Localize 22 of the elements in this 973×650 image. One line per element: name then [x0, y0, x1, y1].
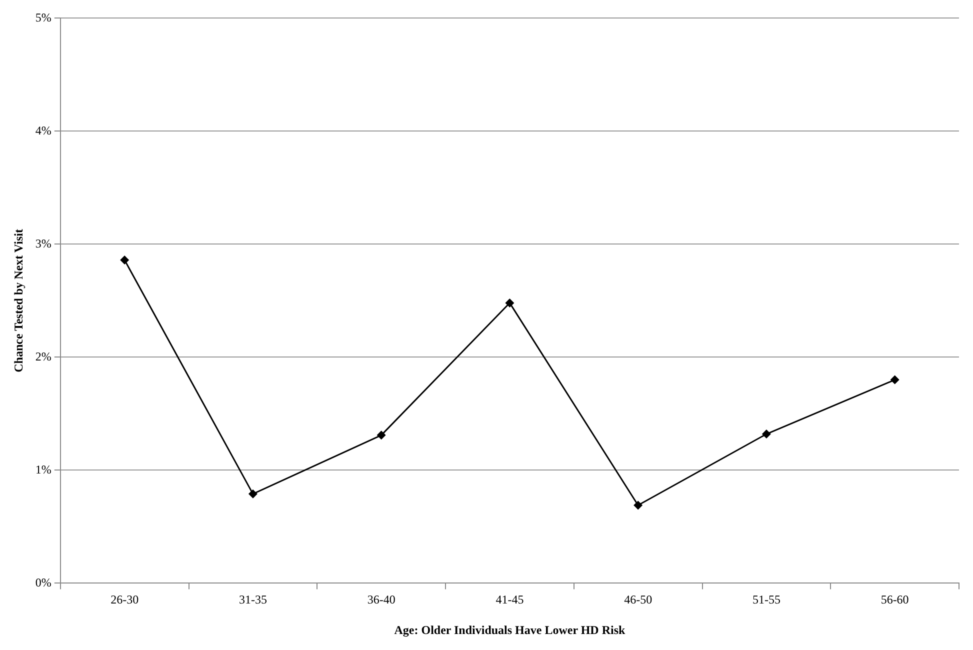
y-tick-label: 1%	[35, 462, 52, 476]
x-tick-label: 46-50	[624, 592, 652, 607]
y-tick-label: 2%	[35, 349, 52, 364]
x-axis-title: Age: Older Individuals Have Lower HD Risk	[394, 622, 626, 637]
x-tick-label: 56-60	[880, 592, 909, 607]
point	[120, 256, 130, 265]
x-tick-label: 31-35	[238, 592, 267, 607]
y-tick-label: 4%	[35, 123, 52, 138]
x-tick-label: 41-45	[496, 592, 524, 607]
point	[890, 375, 900, 384]
y-tick-label: 0%	[35, 575, 52, 590]
point	[376, 430, 386, 440]
x-tick-label: 26-30	[110, 592, 139, 607]
point	[248, 489, 258, 498]
y-axis-title: Chance Tested by Next Visit	[11, 229, 26, 372]
y-tick-label: 5%	[35, 10, 52, 24]
point	[634, 500, 643, 510]
x-tick-label: 51-55	[752, 592, 780, 607]
point	[762, 430, 771, 439]
point	[505, 298, 514, 308]
x-tick-label: 36-40	[367, 592, 396, 607]
y-tick-label: 3%	[35, 236, 52, 250]
